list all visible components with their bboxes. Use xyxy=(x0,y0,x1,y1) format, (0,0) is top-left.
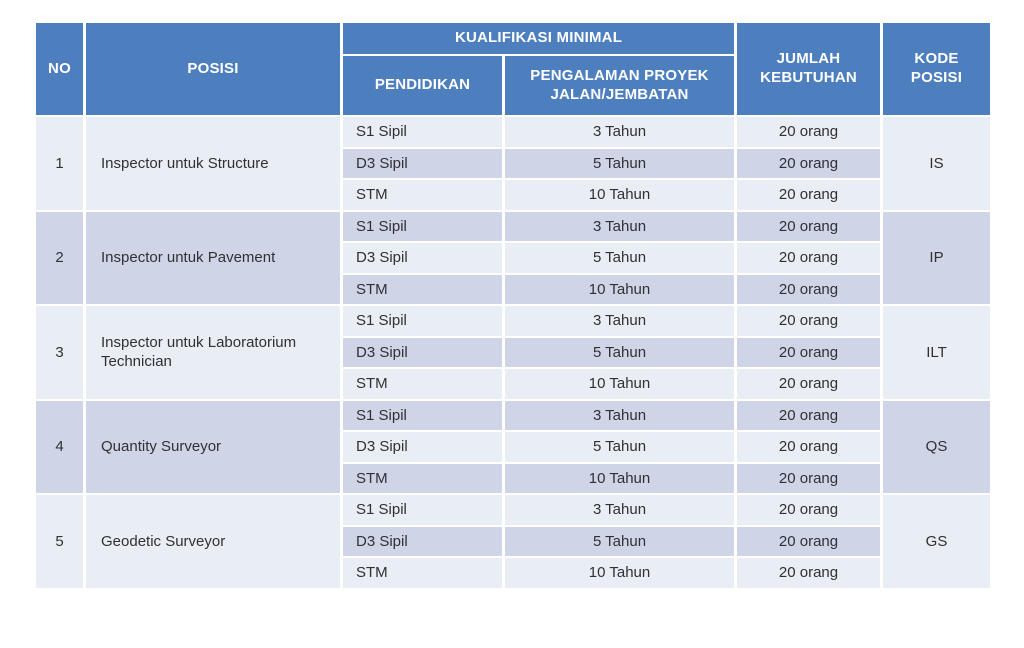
jumlah-cell: 20 orang xyxy=(734,524,883,558)
table-row: STM 10 Tahun 20 orang xyxy=(35,178,992,212)
header-no: NO xyxy=(33,21,86,117)
jumlah-cell: 20 orang xyxy=(734,493,883,527)
pengalaman-cell: 5 Tahun xyxy=(502,335,737,369)
pengalaman-cell: 3 Tahun xyxy=(502,209,737,243)
table-row: STM 10 Tahun 20 orang xyxy=(35,556,992,590)
pengalaman-cell: 10 Tahun xyxy=(502,461,737,495)
table-row: D3 Sipil 5 Tahun 20 orang xyxy=(35,241,992,275)
no-cell: 3 xyxy=(33,304,86,401)
header-pendidikan: PENDIDIKAN xyxy=(340,54,505,117)
jumlah-cell: 20 orang xyxy=(734,398,883,432)
table-row: D3 Sipil 5 Tahun 20 orang xyxy=(35,430,992,464)
header-kode-posisi: KODE POSISI xyxy=(880,21,993,117)
pengalaman-cell: 3 Tahun xyxy=(502,493,737,527)
pengalaman-cell: 10 Tahun xyxy=(502,178,737,212)
pendidikan-cell: S1 Sipil xyxy=(340,493,505,527)
kode-posisi-cell: ILT xyxy=(880,304,993,401)
posisi-cell: Quantity Surveyor xyxy=(83,398,343,495)
vacancy-table: NO POSISI KUALIFIKASI MINIMAL JUMLAH KEB… xyxy=(33,20,993,590)
pengalaman-cell: 3 Tahun xyxy=(502,115,737,149)
pendidikan-cell: S1 Sipil xyxy=(340,209,505,243)
pendidikan-cell: D3 Sipil xyxy=(340,524,505,558)
pengalaman-cell: 10 Tahun xyxy=(502,556,737,590)
header-posisi: POSISI xyxy=(83,21,343,117)
jumlah-cell: 20 orang xyxy=(734,556,883,590)
pendidikan-cell: S1 Sipil xyxy=(340,398,505,432)
table-row: D3 Sipil 5 Tahun 20 orang xyxy=(35,335,992,369)
pendidikan-cell: STM xyxy=(340,461,505,495)
table-row: 4 Quantity Surveyor S1 Sipil 3 Tahun 20 oran… xyxy=(33,398,993,495)
pengalaman-cell: 5 Tahun xyxy=(502,241,737,275)
pendidikan-cell: STM xyxy=(340,272,505,306)
pendidikan-cell: D3 Sipil xyxy=(340,430,505,464)
jumlah-cell: 20 orang xyxy=(734,146,883,180)
jumlah-cell: 20 orang xyxy=(734,209,883,243)
pendidikan-cell: S1 Sipil xyxy=(340,304,505,338)
pendidikan-cell: D3 Sipil xyxy=(340,146,505,180)
pengalaman-cell: 5 Tahun xyxy=(502,430,737,464)
table-body: 1 Inspector untuk Structure S1 Sipil 3 Tahu… xyxy=(33,115,993,590)
vacancy-table-container: NO POSISI KUALIFIKASI MINIMAL JUMLAH KEB… xyxy=(33,20,993,590)
header-kualifikasi-minimal: KUALIFIKASI MINIMAL xyxy=(340,20,737,57)
pengalaman-cell: 3 Tahun xyxy=(502,304,737,338)
jumlah-cell: 20 orang xyxy=(734,335,883,369)
no-cell: 1 xyxy=(33,115,86,212)
table-row: 3 Inspector untuk Laboratorium Technician… xyxy=(33,304,993,401)
no-cell: 5 xyxy=(33,493,86,590)
jumlah-cell: 20 orang xyxy=(734,461,883,495)
posisi-cell: Inspector untuk Laboratorium Technician xyxy=(83,304,343,401)
jumlah-cell: 20 orang xyxy=(734,367,883,401)
jumlah-cell: 20 orang xyxy=(734,241,883,275)
table-row: D3 Sipil 5 Tahun 20 orang xyxy=(35,524,992,558)
kode-posisi-cell: IS xyxy=(880,115,993,212)
table-row: 1 Inspector untuk Structure S1 Sipil 3 Tahu… xyxy=(33,115,993,212)
no-cell: 4 xyxy=(33,398,86,495)
no-cell: 2 xyxy=(33,209,86,306)
pengalaman-cell: 5 Tahun xyxy=(502,524,737,558)
table-row: STM 10 Tahun 20 orang xyxy=(35,461,992,495)
posisi-cell: Inspector untuk Structure xyxy=(83,115,343,212)
table-header: NO POSISI KUALIFIKASI MINIMAL JUMLAH KEB… xyxy=(33,20,993,117)
header-pengalaman-proyek: PENGALAMAN PROYEK JALAN/JEMBATAN xyxy=(502,54,737,117)
kode-posisi-cell: IP xyxy=(880,209,993,306)
pendidikan-cell: S1 Sipil xyxy=(340,115,505,149)
table-row: 5 Geodetic Surveyor S1 Sipil 3 Tahun 20 oran… xyxy=(33,493,993,590)
kode-posisi-cell: GS xyxy=(880,493,993,590)
pendidikan-cell: STM xyxy=(340,178,505,212)
jumlah-cell: 20 orang xyxy=(734,272,883,306)
pengalaman-cell: 10 Tahun xyxy=(502,272,737,306)
pengalaman-cell: 5 Tahun xyxy=(502,146,737,180)
jumlah-cell: 20 orang xyxy=(734,430,883,464)
pendidikan-cell: D3 Sipil xyxy=(340,335,505,369)
pendidikan-cell: STM xyxy=(340,367,505,401)
jumlah-cell: 20 orang xyxy=(734,115,883,149)
posisi-cell: Geodetic Surveyor xyxy=(83,493,343,590)
pengalaman-cell: 10 Tahun xyxy=(502,367,737,401)
table-row: STM 10 Tahun 20 orang xyxy=(35,272,992,306)
pendidikan-cell: D3 Sipil xyxy=(340,241,505,275)
jumlah-cell: 20 orang xyxy=(734,178,883,212)
kode-posisi-cell: QS xyxy=(880,398,993,495)
header-jumlah-kebutuhan: JUMLAH KEBUTUHAN xyxy=(734,21,883,117)
jumlah-cell: 20 orang xyxy=(734,304,883,338)
table-row: 2 Inspector untuk Pavement S1 Sipil 3 Tahun… xyxy=(33,209,993,306)
pengalaman-cell: 3 Tahun xyxy=(502,398,737,432)
posisi-cell: Inspector untuk Pavement xyxy=(83,209,343,306)
pendidikan-cell: STM xyxy=(340,556,505,590)
